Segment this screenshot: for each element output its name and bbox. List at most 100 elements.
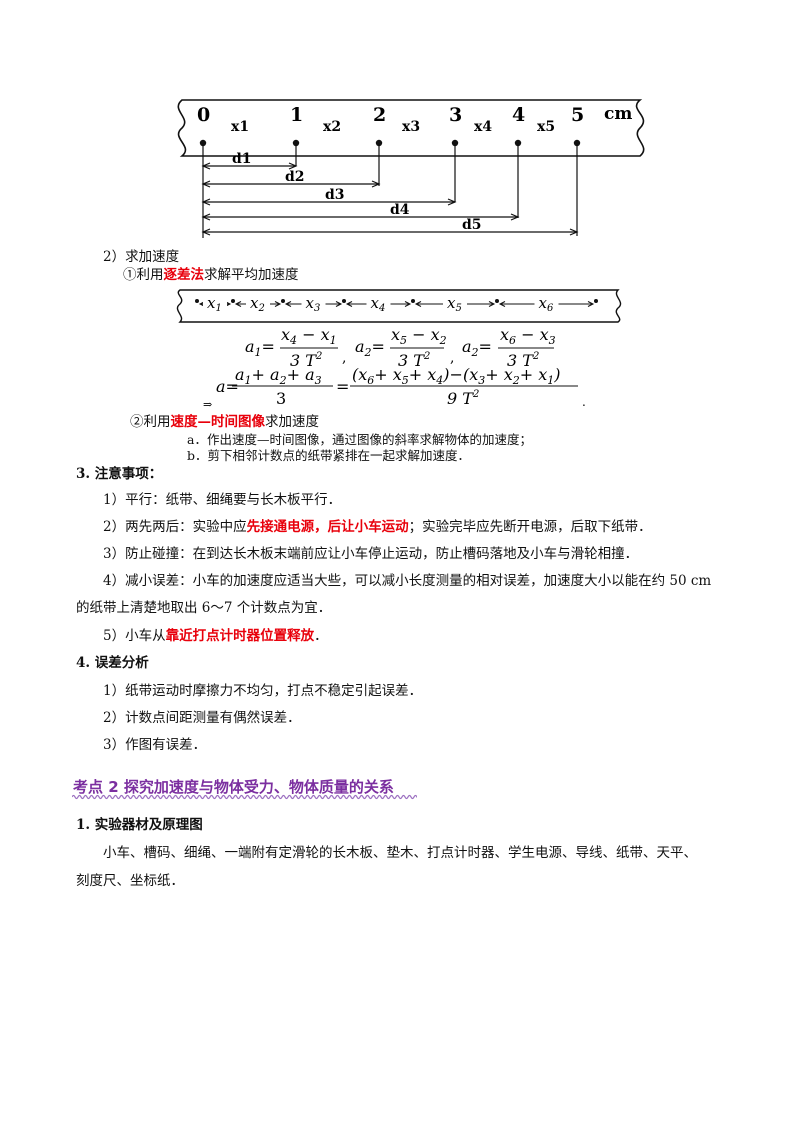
tape1-point-label-3: 3 <box>449 104 462 126</box>
tape1-dim-arrow-right-2 <box>447 198 457 206</box>
tape1-dim-arrow-right-0 <box>288 162 298 170</box>
tape1-dim-arrow-right-3 <box>510 213 520 221</box>
formula-a3-lhs: a2= <box>462 337 492 359</box>
tape2-dot-5 <box>495 299 499 303</box>
section-3-p5: 5）小车从靠近打点计时器位置释放． <box>103 627 328 645</box>
tape-diagram-2: x1 x2 x3 x4 x5 x6 <box>176 289 622 323</box>
tape1-point-label-2: 2 <box>373 104 386 126</box>
tape2-dot-4 <box>411 299 415 303</box>
implies-arrow: ⇒ <box>203 398 212 411</box>
tape1-segment-4: x5 <box>537 119 555 135</box>
tape2-label-bg-1 <box>246 294 270 310</box>
tape2-label-bg-4 <box>443 294 467 310</box>
tape1-distance-2: d3 <box>325 187 345 203</box>
tape1-dim-arrow-right-1 <box>371 180 381 188</box>
formula-a1-num: x4 − x1 <box>281 325 337 347</box>
section-3-p1: 1）平行：纸带、细绳要与长木板平行． <box>103 492 342 508</box>
section-3-p2-post: ；实验完毕应先断开电源，后取下纸带． <box>408 519 652 535</box>
method-2: ②利用速度—时间图像求加速度 <box>130 413 319 431</box>
tape2-arrow-right-4 <box>488 301 496 307</box>
formula-a1-lhs: a1= <box>245 337 275 359</box>
tape1-distance-4: d5 <box>462 217 482 233</box>
tape2-arrow-right-2 <box>335 301 343 307</box>
method-2-highlight: 速度—时间图像 <box>170 414 266 430</box>
tape2-arrow-left-1 <box>234 301 242 307</box>
section-1-p1: 小车、槽码、细绳、一端附有定滑轮的长木板、垫木、打点计时器、学生电源、导线、纸带… <box>103 845 697 861</box>
tape1-dim-arrow-right-4 <box>569 228 579 236</box>
tape1-dim-arrow-left-2 <box>201 198 211 206</box>
formula-avg-den2: 9 T2 <box>447 389 479 408</box>
title-underline-wave <box>72 794 417 800</box>
method-2-pre: ②利用 <box>130 414 171 430</box>
tape2-label-bg-2 <box>301 294 326 310</box>
tape1-unit: cm <box>604 104 632 124</box>
tape1-point-label-4: 4 <box>512 104 525 126</box>
method-1: ①利用逐差法求解平均加速度 <box>123 266 299 284</box>
section-3-p2-highlight: 先接通电源，后让小车运动 <box>246 519 409 535</box>
section-3-p4b: 的纸带上清楚地取出 6～7 个计数点为宜． <box>76 600 332 616</box>
tape1-segment-2: x3 <box>402 119 420 135</box>
formula-a3-den: 3 T2 <box>507 351 539 370</box>
section-3-p3: 3）防止碰撞：在到达长木板末端前应让小车停止运动，防止槽码落地及小车与滑轮相撞． <box>103 546 639 562</box>
formula-a2-lhs: a2= <box>355 337 385 359</box>
tape2-arrow-right-1 <box>274 301 282 307</box>
formula-avg-num1: a1+ a2+ a3 <box>235 365 322 387</box>
method-1-pre: ①利用 <box>123 267 164 283</box>
tape1-segment-3: x4 <box>474 119 492 135</box>
tape2-dot-3 <box>342 299 346 303</box>
tape1-point-label-5: 5 <box>571 104 584 126</box>
tape2-dot-2 <box>281 299 285 303</box>
tape2-dot-1 <box>231 299 235 303</box>
section-3-p4a: 4）减小误差：小车的加速度应适当大些，可以减小长度测量的相对误差，加速度大小以能… <box>103 573 712 589</box>
tape2-arrow-left-3 <box>345 301 353 307</box>
svg-text:,: , <box>450 350 454 366</box>
item-2-heading: 2）求加速度 <box>103 249 180 265</box>
tape2-arrow-left-4 <box>414 301 422 307</box>
formula-block: a1= x4 − x1 3 T2 , a2= x5 − x2 3 T2 , a2… <box>203 325 586 411</box>
formula-avg-num2: (x6+ x5+ x4)−(x3+ x2+ x1) <box>352 365 561 387</box>
tape2-arrow-right-3 <box>404 301 412 307</box>
formula-a3-num: x6 − x3 <box>500 325 556 347</box>
tape1-dim-arrow-left-0 <box>201 162 211 170</box>
tape2-dot-0 <box>195 299 199 303</box>
tape1-distance-1: d2 <box>285 169 305 185</box>
formula-avg-lhs: a= <box>216 377 239 396</box>
section-4-p2: 2）计数点间距测量有偶然误差． <box>103 710 301 726</box>
tape1-dim-arrow-left-1 <box>201 180 211 188</box>
section-3-p5-highlight: 靠近打点计时器位置释放 <box>165 628 315 644</box>
method-2-sub-b: b．剪下相邻计数点的纸带紧排在一起求解加速度． <box>187 448 471 463</box>
formula-avg-den1: 3 <box>276 389 286 408</box>
section-3-p5-post: ． <box>314 628 328 644</box>
formula-avg-eq: = <box>336 377 349 396</box>
tape1-point-label-1: 1 <box>290 104 303 126</box>
svg-text:,: , <box>342 350 346 366</box>
tape1-point-label-0: 0 <box>197 104 210 126</box>
tape1-segment-1: x2 <box>323 119 341 135</box>
tape2-arrow-right-5 <box>587 301 595 307</box>
section-3-heading: 3. 注意事项： <box>76 466 163 482</box>
tape-diagram-1: 0 1 2 3 4 5 cm x1 x2 x3 x4 x5 d1 d2 d3 d4 d5 <box>177 99 645 238</box>
tape2-label-bg-0 <box>203 294 227 310</box>
section-4-p1: 1）纸带运动时摩擦力不均匀，打点不稳定引起误差． <box>103 683 423 699</box>
svg-text:.: . <box>582 395 586 409</box>
section-3-p2: 2）两先两后：实验中应先接通电源，后让小车运动；实验完毕应先断开电源，后取下纸带… <box>103 518 652 536</box>
kaodian-2-title: 考点 2 探究加速度与物体受力、物体质量的关系 <box>73 778 394 796</box>
tape2-arrow-left-5 <box>498 301 506 307</box>
section-3-p2-pre: 2）两先两后：实验中应 <box>103 519 247 535</box>
tape1-dim-arrow-left-4 <box>201 228 211 236</box>
tape2-label-bg-5 <box>534 294 559 310</box>
section-1-p2: 刻度尺、坐标纸． <box>76 873 184 889</box>
tape1-segment-0: x1 <box>231 119 249 135</box>
section-4-heading: 4. 误差分析 <box>76 655 149 671</box>
tape2-dot-6 <box>594 299 598 303</box>
method-1-highlight: 逐差法 <box>163 267 205 283</box>
section-3-p5-pre: 5）小车从 <box>103 628 166 644</box>
method-2-post: 求加速度 <box>265 414 319 430</box>
tape2-arrow-left-2 <box>284 301 292 307</box>
formula-a1-den: 3 T2 <box>290 351 322 370</box>
method-2-sub-a: a．作出速度—时间图像，通过图像的斜率求解物体的加速度； <box>187 432 532 447</box>
section-4-p3: 3）作图有误差． <box>103 737 207 753</box>
tape2-label-bg-3 <box>366 294 391 310</box>
formula-a2-den: 3 T2 <box>398 351 430 370</box>
